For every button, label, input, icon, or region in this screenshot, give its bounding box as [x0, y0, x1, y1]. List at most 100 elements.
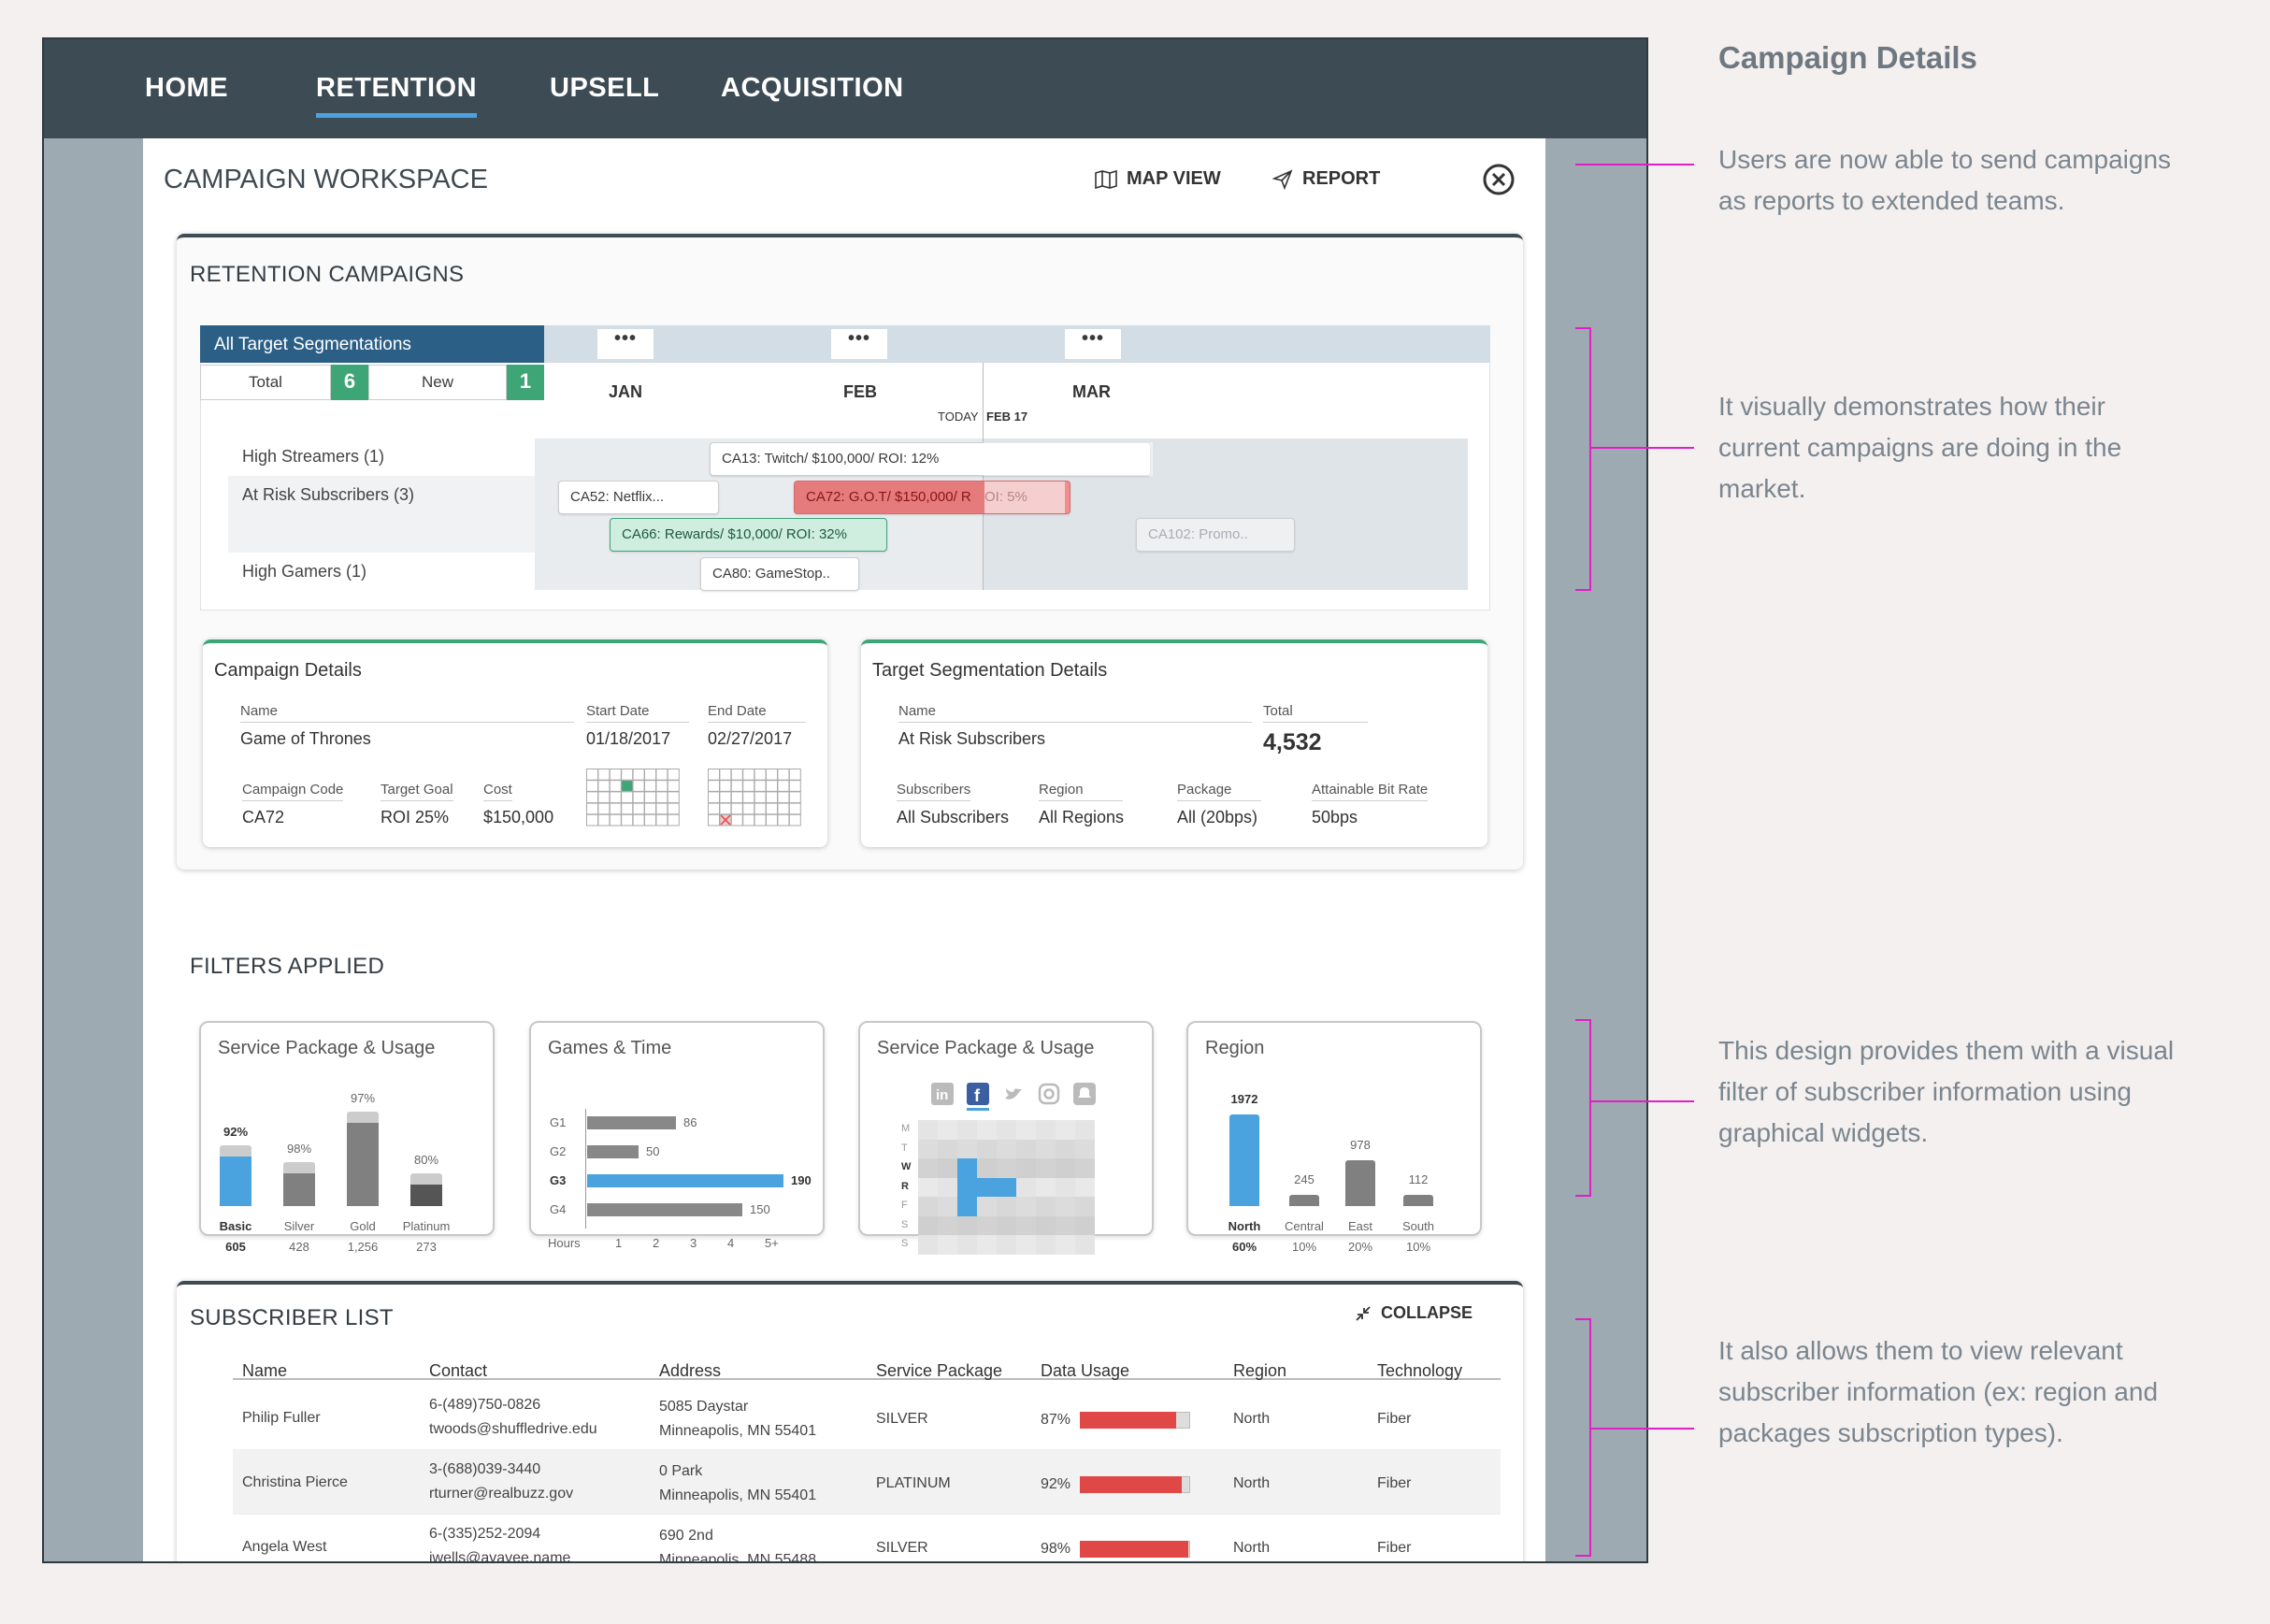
campaign-ca66[interactable]: CA66: Rewards/ $10,000/ ROI: 32% — [610, 518, 887, 552]
calendar-day[interactable] — [788, 813, 801, 826]
calendar-day[interactable] — [644, 791, 656, 804]
calendar-day[interactable] — [777, 780, 790, 792]
calendar-day[interactable] — [621, 813, 634, 826]
table-row[interactable] — [233, 1386, 1501, 1450]
calendar-day[interactable] — [609, 813, 622, 826]
calendar-day[interactable] — [644, 780, 656, 792]
calendar-day[interactable] — [586, 769, 598, 781]
calendar-day[interactable] — [708, 813, 720, 826]
table-row[interactable] — [233, 1450, 1501, 1515]
campaign-ca80[interactable]: CA80: GameStop.. — [700, 557, 859, 591]
calendar-day[interactable] — [632, 769, 645, 781]
linkedin-icon[interactable]: in — [931, 1083, 954, 1105]
calendar-day[interactable] — [621, 780, 634, 792]
calendar-day[interactable] — [742, 813, 755, 826]
calendar-day[interactable] — [609, 780, 622, 792]
calendar-day[interactable] — [777, 813, 790, 826]
twitter-icon[interactable] — [1002, 1083, 1025, 1105]
calendar-day[interactable] — [788, 802, 801, 815]
row-high-gamers[interactable]: High Gamers (1) — [242, 562, 367, 581]
calendar-day[interactable] — [754, 791, 767, 804]
calendar-day[interactable] — [777, 791, 790, 804]
calendar-day[interactable] — [655, 780, 668, 792]
calendar-day[interactable] — [719, 791, 732, 804]
calendar-day[interactable] — [766, 802, 778, 815]
close-button[interactable] — [1482, 163, 1516, 201]
campaign-ca102[interactable]: CA102: Promo.. — [1136, 518, 1295, 552]
filter-service-package[interactable]: Service Package & Usage 92% Basic 605 98% Si… — [199, 1021, 495, 1254]
more-menu-feb[interactable]: ••• — [831, 329, 887, 359]
calendar-day[interactable] — [644, 813, 656, 826]
nav-home[interactable]: HOME — [145, 73, 228, 103]
calendar-day[interactable] — [644, 802, 656, 815]
calendar-day[interactable] — [766, 813, 778, 826]
calendar-day[interactable] — [586, 813, 598, 826]
calendar-day[interactable] — [655, 769, 668, 781]
calendar-day[interactable] — [788, 780, 801, 792]
calendar-day[interactable] — [708, 802, 720, 815]
calendar-day[interactable] — [667, 791, 680, 804]
calendar-day[interactable] — [730, 769, 743, 781]
calendar-day[interactable] — [766, 780, 778, 792]
table-row[interactable] — [233, 1515, 1501, 1561]
calendar-day[interactable] — [708, 791, 720, 804]
calendar-day[interactable] — [632, 802, 645, 815]
end-date-calendar[interactable] — [708, 769, 801, 826]
row-at-risk[interactable]: At Risk Subscribers (3) — [242, 485, 415, 504]
calendar-day[interactable] — [788, 791, 801, 804]
filter-games-time[interactable]: Games & Time G1 86 G2 50 G3 190 G4 150 Hours 1 2 3 4… — [529, 1021, 825, 1250]
calendar-day[interactable] — [742, 769, 755, 781]
calendar-day[interactable] — [586, 802, 598, 815]
calendar-day[interactable] — [667, 780, 680, 792]
calendar-day[interactable] — [777, 769, 790, 781]
calendar-day[interactable] — [719, 780, 732, 792]
calendar-day[interactable] — [632, 780, 645, 792]
start-date-calendar[interactable] — [586, 769, 680, 826]
calendar-day[interactable] — [708, 780, 720, 792]
calendar-day[interactable] — [667, 813, 680, 826]
snapchat-icon[interactable] — [1073, 1083, 1096, 1105]
calendar-day[interactable] — [609, 802, 622, 815]
calendar-day[interactable] — [644, 769, 656, 781]
calendar-day[interactable] — [708, 769, 720, 781]
calendar-day[interactable] — [730, 780, 743, 792]
calendar-day[interactable] — [609, 769, 622, 781]
filter-region[interactable]: Region 1972 North 60% 245 Central 10% 978 East 2… — [1186, 1021, 1482, 1254]
nav-upsell[interactable]: UPSELL — [550, 73, 660, 103]
facebook-icon[interactable]: f — [967, 1083, 989, 1111]
report-button[interactable]: REPORT — [1272, 168, 1380, 190]
calendar-day[interactable] — [742, 802, 755, 815]
calendar-day[interactable] — [586, 791, 598, 804]
calendar-day[interactable] — [621, 791, 634, 804]
calendar-day[interactable] — [754, 780, 767, 792]
calendar-day[interactable] — [788, 769, 801, 781]
campaign-ca52[interactable]: CA52: Netflix... — [558, 481, 719, 514]
calendar-day[interactable] — [667, 802, 680, 815]
calendar-day[interactable] — [621, 802, 634, 815]
calendar-day[interactable] — [621, 769, 634, 781]
collapse-button[interactable]: COLLAPSE — [1355, 1303, 1473, 1323]
calendar-day[interactable] — [597, 813, 611, 826]
calendar-day[interactable] — [655, 813, 668, 826]
row-high-streamers[interactable]: High Streamers (1) — [242, 447, 385, 466]
calendar-day[interactable] — [730, 813, 743, 826]
calendar-day[interactable] — [597, 769, 611, 781]
calendar-day[interactable] — [742, 791, 755, 804]
calendar-day[interactable] — [632, 791, 645, 804]
calendar-day[interactable] — [754, 802, 767, 815]
more-menu-mar[interactable]: ••• — [1065, 329, 1121, 359]
calendar-day[interactable] — [655, 802, 668, 815]
campaign-ca72[interactable]: CA72: G.O.T/ $150,000/ R OI: 5% — [794, 481, 1070, 514]
nav-acquisition[interactable]: ACQUISITION — [721, 73, 904, 103]
calendar-day[interactable] — [777, 802, 790, 815]
map-view-button[interactable]: MAP VIEW — [1095, 168, 1221, 190]
calendar-day[interactable] — [655, 791, 668, 804]
calendar-day[interactable] — [730, 802, 743, 815]
calendar-day[interactable] — [766, 769, 778, 781]
calendar-day[interactable] — [742, 780, 755, 792]
calendar-day[interactable] — [719, 802, 732, 815]
calendar-day[interactable] — [632, 813, 645, 826]
segmentation-header[interactable]: All Target Segmentations — [200, 325, 544, 363]
calendar-day[interactable] — [609, 791, 622, 804]
